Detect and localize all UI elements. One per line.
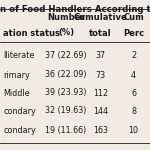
Text: Middle: Middle	[3, 88, 30, 98]
Text: Cum: Cum	[123, 14, 144, 22]
Text: 37 (22.69): 37 (22.69)	[45, 51, 87, 60]
Text: 32 (19.63): 32 (19.63)	[45, 106, 87, 116]
Text: 39 (23.93): 39 (23.93)	[45, 88, 87, 98]
Text: total: total	[89, 28, 112, 38]
Text: condary: condary	[3, 126, 36, 135]
Text: ribution of Food Handlers According to Edus: ribution of Food Handlers According to E…	[0, 4, 150, 14]
Text: Number: Number	[47, 14, 85, 22]
Text: Perc: Perc	[123, 28, 144, 38]
Text: 73: 73	[95, 70, 106, 80]
Text: 37: 37	[95, 51, 106, 60]
Text: Cumulative: Cumulative	[74, 14, 127, 22]
Text: (%): (%)	[58, 28, 74, 38]
Text: 8: 8	[131, 106, 136, 116]
Text: lliterate: lliterate	[3, 51, 34, 60]
Text: 36 (22.09): 36 (22.09)	[45, 70, 87, 80]
Text: 6: 6	[131, 88, 136, 98]
Text: condary: condary	[3, 106, 36, 116]
Text: rimary: rimary	[3, 70, 30, 80]
Text: 163: 163	[93, 126, 108, 135]
Text: 4: 4	[131, 70, 136, 80]
Text: 10: 10	[129, 126, 138, 135]
Text: 112: 112	[93, 88, 108, 98]
Text: 19 (11.66): 19 (11.66)	[45, 126, 87, 135]
Text: 2: 2	[131, 51, 136, 60]
Text: 144: 144	[93, 106, 108, 116]
Text: ation status: ation status	[3, 28, 60, 38]
